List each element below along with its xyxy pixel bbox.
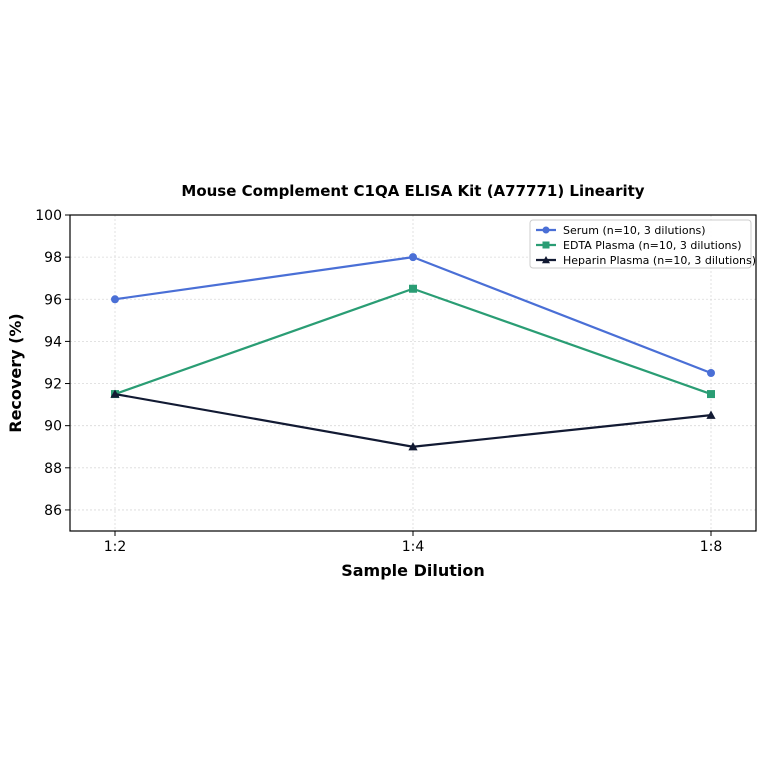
legend-item: Serum (n=10, 3 dilutions) bbox=[536, 224, 706, 237]
y-tick-label: 86 bbox=[44, 503, 62, 519]
series-layer bbox=[110, 253, 716, 451]
data-point bbox=[707, 369, 715, 377]
legend-item: Heparin Plasma (n=10, 3 dilutions) bbox=[536, 254, 756, 267]
data-point bbox=[408, 442, 418, 451]
chart-title: Mouse Complement C1QA ELISA Kit (A77771)… bbox=[181, 182, 644, 200]
y-tick-label: 88 bbox=[44, 461, 62, 477]
x-axis-label: Sample Dilution bbox=[341, 561, 485, 580]
y-tick-label: 98 bbox=[44, 250, 62, 266]
y-axis-label: Recovery (%) bbox=[6, 313, 25, 432]
data-point bbox=[706, 410, 716, 419]
series-2 bbox=[111, 284, 715, 399]
y-tick-label: 90 bbox=[44, 419, 62, 435]
data-point bbox=[111, 295, 119, 304]
x-tick-label: 1:2 bbox=[104, 539, 127, 555]
series-1 bbox=[111, 253, 715, 377]
y-tick-label: 92 bbox=[44, 377, 62, 393]
legend-label: Heparin Plasma (n=10, 3 dilutions) bbox=[563, 254, 756, 267]
data-point bbox=[110, 389, 120, 398]
data-point bbox=[707, 390, 715, 399]
legend-marker bbox=[542, 226, 550, 234]
legend-item: EDTA Plasma (n=10, 3 dilutions) bbox=[536, 239, 742, 252]
y-tick-label: 94 bbox=[44, 334, 62, 350]
series-3 bbox=[110, 389, 716, 451]
data-point bbox=[409, 284, 417, 293]
legend-marker bbox=[541, 255, 551, 264]
legend-marker bbox=[542, 241, 550, 249]
legend-box bbox=[529, 219, 752, 269]
x-tick-label: 1:4 bbox=[402, 539, 425, 555]
legend-label: EDTA Plasma (n=10, 3 dilutions) bbox=[563, 239, 742, 252]
axis-ticks: 86 88 90 92 94 96 98 100 1:2 1:4 1:8 bbox=[35, 208, 722, 555]
legend-label: Serum (n=10, 3 dilutions) bbox=[563, 224, 706, 237]
data-point bbox=[409, 253, 417, 262]
y-tick-label: 100 bbox=[35, 208, 62, 224]
y-tick-label: 96 bbox=[44, 292, 62, 308]
x-tick-label: 1:8 bbox=[700, 539, 723, 555]
legend: Serum (n=10, 3 dilutions) EDTA Plasma (n=… bbox=[529, 219, 756, 269]
